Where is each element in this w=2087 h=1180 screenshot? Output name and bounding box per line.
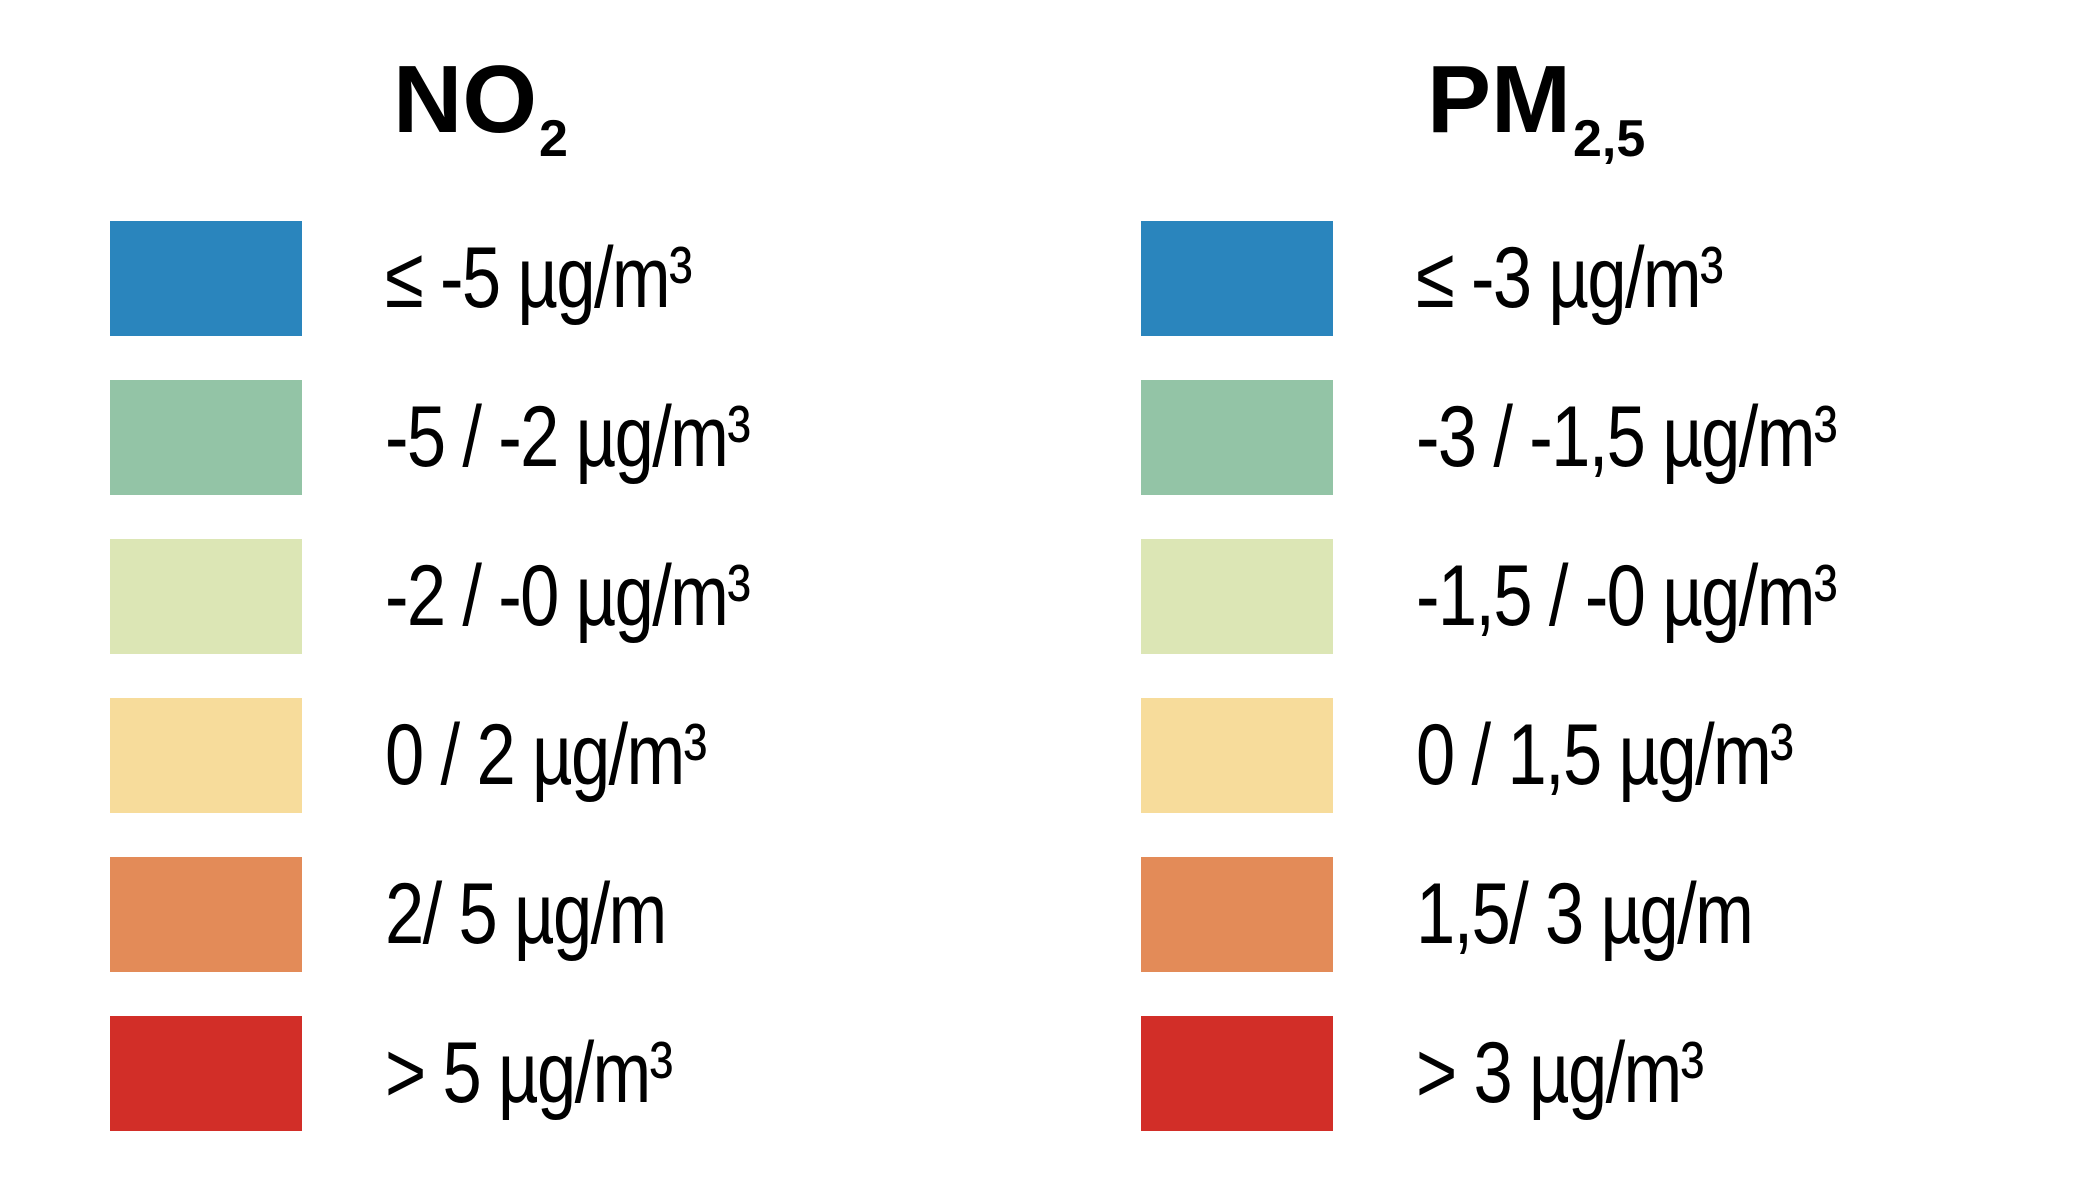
pm25-legend-title: PM2,5 xyxy=(1427,52,1645,169)
legend-label: 0 / 2 µg/m³ xyxy=(385,707,707,803)
legend-item: ≤ -3 µg/m³ xyxy=(1040,221,2087,339)
legend-item: -3 / -1,5 µg/m³ xyxy=(1040,380,2087,498)
legend-item: 0 / 2 µg/m³ xyxy=(0,698,1040,816)
legend-item: > 5 µg/m³ xyxy=(0,1016,1040,1134)
no2-title-text: NO xyxy=(393,46,537,153)
legend-label: -1,5 / -0 µg/m³ xyxy=(1416,548,1837,644)
no2-legend: NO2 ≤ -5 µg/m³ -5 / -2 µg/m³ -2 / -0 µg/… xyxy=(0,0,1040,1180)
legend-item: -2 / -0 µg/m³ xyxy=(0,539,1040,657)
legend-label: 0 / 1,5 µg/m³ xyxy=(1416,707,1794,803)
color-swatch xyxy=(1141,380,1333,495)
legend-label: > 5 µg/m³ xyxy=(385,1025,673,1121)
legend-item: -1,5 / -0 µg/m³ xyxy=(1040,539,2087,657)
legend-label: -2 / -0 µg/m³ xyxy=(385,548,751,644)
legend-item: 0 / 1,5 µg/m³ xyxy=(1040,698,2087,816)
color-swatch xyxy=(110,539,302,654)
pm25-legend: PM2,5 ≤ -3 µg/m³ -3 / -1,5 µg/m³ -1,5 / … xyxy=(1040,0,2087,1180)
color-swatch xyxy=(1141,539,1333,654)
legend-item: ≤ -5 µg/m³ xyxy=(0,221,1040,339)
color-swatch xyxy=(110,380,302,495)
legend-item: 2/ 5 µg/m xyxy=(0,857,1040,975)
color-swatch xyxy=(1141,221,1333,336)
color-swatch xyxy=(1141,1016,1333,1131)
legend-label: 1,5/ 3 µg/m xyxy=(1416,866,1754,962)
legend-label: ≤ -5 µg/m³ xyxy=(385,230,693,326)
color-swatch xyxy=(110,857,302,972)
legend-label: 2/ 5 µg/m xyxy=(385,866,667,962)
legend-label: ≤ -3 µg/m³ xyxy=(1416,230,1724,326)
no2-legend-title: NO2 xyxy=(393,52,568,169)
pm25-title-text: PM xyxy=(1427,46,1571,153)
legend-item: -5 / -2 µg/m³ xyxy=(0,380,1040,498)
color-swatch xyxy=(1141,857,1333,972)
no2-title-subscript: 2 xyxy=(539,110,568,168)
legend-item: 1,5/ 3 µg/m xyxy=(1040,857,2087,975)
legend-label: -3 / -1,5 µg/m³ xyxy=(1416,389,1837,485)
color-swatch xyxy=(110,698,302,813)
legend-item: > 3 µg/m³ xyxy=(1040,1016,2087,1134)
legend-label: > 3 µg/m³ xyxy=(1416,1025,1704,1121)
color-swatch xyxy=(110,221,302,336)
pm25-title-subscript: 2,5 xyxy=(1573,110,1646,168)
legend-label: -5 / -2 µg/m³ xyxy=(385,389,751,485)
color-swatch xyxy=(110,1016,302,1131)
color-swatch xyxy=(1141,698,1333,813)
